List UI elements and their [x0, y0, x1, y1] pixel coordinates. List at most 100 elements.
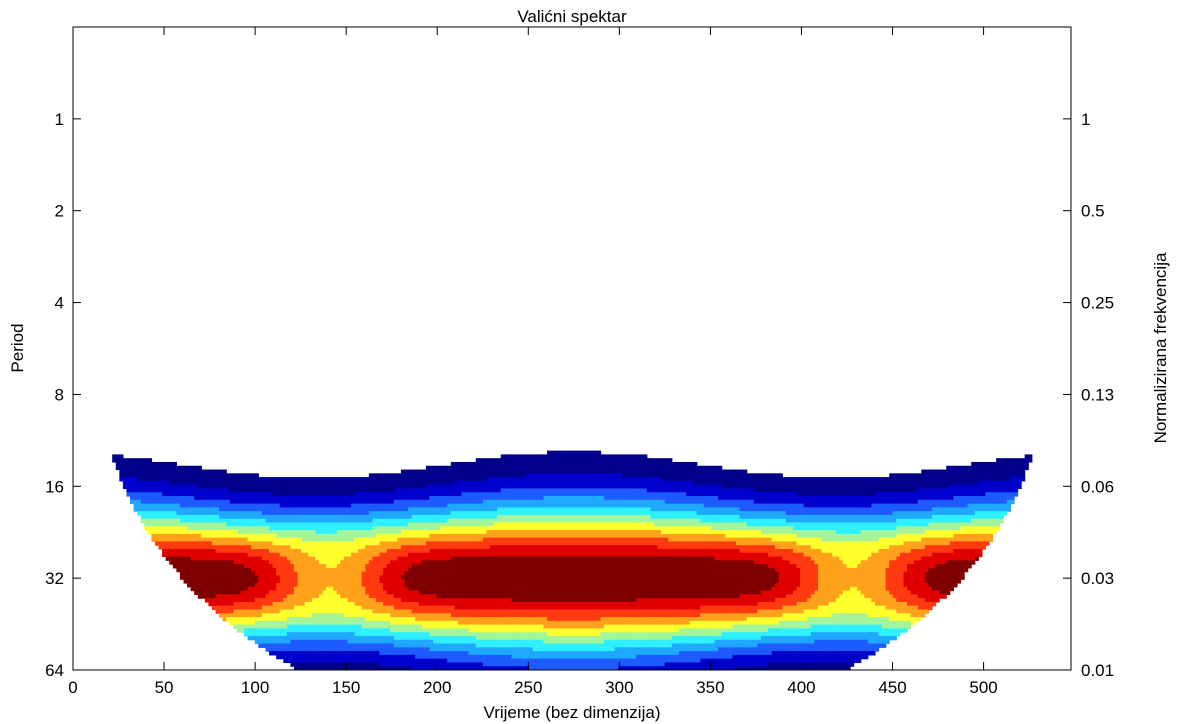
- contour-cell: [361, 617, 366, 629]
- contour-cell: [393, 518, 398, 527]
- contour-cell: [914, 503, 919, 512]
- contour-cell: [187, 548, 192, 558]
- contour-cell: [721, 632, 726, 641]
- contour-cell: [682, 511, 687, 520]
- contour-cell: [596, 620, 602, 629]
- contour-cell: [315, 662, 320, 670]
- contour-cell: [604, 609, 609, 618]
- contour-cell: [408, 522, 413, 531]
- contour-cell: [857, 533, 862, 542]
- contour-cell: [899, 552, 905, 603]
- contour-cell: [839, 651, 844, 664]
- contour-cell: [735, 548, 741, 561]
- contour-cell: [867, 632, 872, 645]
- contour-cell: [878, 522, 883, 531]
- contour-cell: [514, 477, 520, 490]
- contour-cell: [892, 492, 897, 505]
- contour-cell: [825, 617, 830, 626]
- contour-cell: [693, 635, 698, 645]
- contour-cell: [621, 507, 627, 516]
- y-tick-label-right: 0.13: [1081, 385, 1114, 404]
- contour-cell: [760, 564, 766, 592]
- contour-cell: [981, 518, 987, 527]
- contour-cell: [568, 496, 573, 508]
- contour-cell: [942, 522, 947, 531]
- contour-cell: [931, 514, 937, 524]
- contour-cell: [269, 522, 274, 531]
- contour-cell: [258, 620, 263, 629]
- contour-cell: [375, 613, 381, 622]
- contour-cell: [942, 552, 947, 565]
- contour-cell: [190, 514, 195, 524]
- contour-cell: [254, 609, 259, 618]
- contour-cell: [924, 488, 930, 501]
- contour-cell: [1006, 458, 1012, 482]
- contour-cell: [967, 560, 972, 569]
- contour-cell: [825, 541, 830, 554]
- contour-cell: [711, 620, 716, 629]
- contour-cell: [864, 560, 869, 599]
- contour-cell: [429, 658, 434, 670]
- contour-cell: [696, 518, 701, 527]
- contour-cell: [454, 511, 459, 520]
- contour-cell: [504, 514, 509, 524]
- contour-cell: [646, 514, 652, 524]
- contour-cell: [479, 518, 484, 527]
- contour-cell: [782, 492, 787, 505]
- contour-cell: [365, 564, 370, 595]
- contour-cell: [871, 477, 876, 497]
- contour-cell: [846, 533, 851, 542]
- contour-cell: [967, 541, 972, 550]
- contour-cell: [985, 480, 990, 493]
- contour-cell: [561, 651, 566, 660]
- contour-cell: [507, 598, 513, 611]
- contour-cell: [589, 514, 594, 524]
- contour-cell: [254, 575, 259, 584]
- contour-cell: [800, 537, 805, 546]
- contour-cell: [714, 465, 719, 486]
- contour-cell: [839, 507, 844, 516]
- contour-cell: [240, 526, 245, 535]
- contour-cell: [486, 609, 491, 618]
- contour-cell: [864, 613, 869, 626]
- contour-cell: [782, 605, 787, 614]
- contour-cell: [261, 560, 267, 599]
- contour-cell: [222, 469, 227, 490]
- contour-cell: [169, 526, 174, 535]
- contour-cell: [326, 651, 331, 664]
- contour-cell: [450, 503, 455, 512]
- contour-cell: [554, 620, 559, 629]
- contour-cell: [461, 598, 466, 611]
- contour-cell: [1003, 503, 1008, 512]
- contour-cell: [219, 605, 224, 614]
- contour-cell: [372, 651, 377, 664]
- contour-cell: [343, 514, 349, 524]
- contour-cell: [650, 609, 655, 618]
- contour-cell: [265, 526, 270, 535]
- contour-cell: [653, 624, 659, 633]
- contour-cell: [703, 533, 709, 542]
- contour-cell: [800, 552, 805, 603]
- contour-cell: [504, 624, 509, 633]
- contour-cell: [646, 647, 652, 656]
- contour-cell: [236, 511, 242, 520]
- contour-cell: [625, 488, 630, 501]
- contour-cell: [290, 609, 295, 618]
- contour-cell: [896, 492, 901, 505]
- contour-cell: [750, 560, 755, 595]
- contour-cell: [639, 654, 644, 667]
- contour-cell: [964, 560, 969, 573]
- contour-cell: [924, 526, 930, 531]
- contour-cell: [465, 556, 470, 599]
- contour-cell: [201, 560, 206, 599]
- contour-cell: [760, 654, 766, 667]
- contour-cell: [653, 499, 659, 512]
- contour-cell: [336, 662, 341, 670]
- contour-cell: [490, 492, 495, 501]
- contour-cell: [582, 496, 587, 508]
- contour-cell: [689, 598, 694, 611]
- contour-cell: [939, 469, 944, 490]
- contour-cell: [625, 647, 630, 660]
- contour-cell: [614, 647, 619, 660]
- contour-cell: [415, 469, 420, 490]
